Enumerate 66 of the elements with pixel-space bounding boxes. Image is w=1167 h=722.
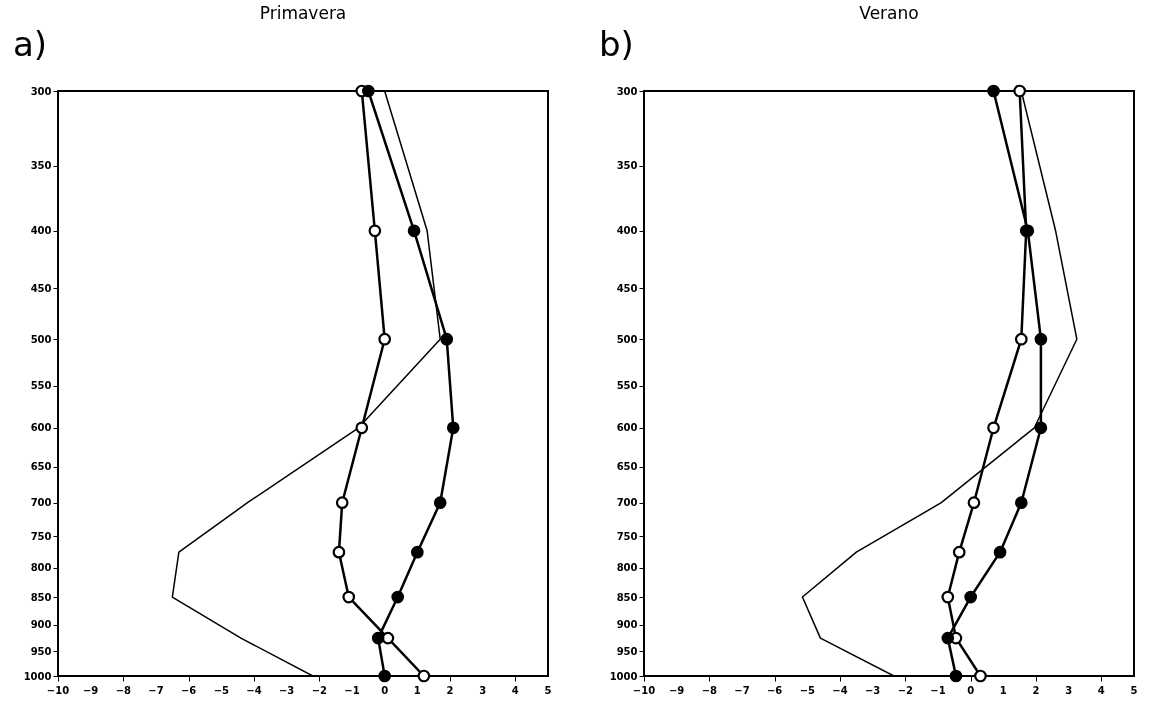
y-tick-label: 550 [616, 380, 638, 392]
y-tick-label: 1000 [609, 670, 638, 682]
y-tick-label: 900 [30, 619, 52, 631]
x-tick-label: 4 [1097, 685, 1105, 696]
y-tick-label: 750 [616, 530, 638, 542]
x-tick-label: 1 [999, 685, 1007, 696]
y-tick-label: 300 [30, 85, 52, 97]
y-tick-label: 500 [30, 333, 52, 345]
x-tick-label: 0 [967, 685, 975, 696]
y-tick-label: 600 [616, 422, 638, 434]
y-tick-label: 450 [616, 282, 638, 294]
chart-subtitle: Verano [859, 3, 919, 23]
x-tick-label: −5 [799, 685, 816, 696]
x-tick-label: −7 [734, 685, 750, 696]
x-tick-label: 5 [1130, 685, 1138, 696]
y-tick-label: 800 [30, 562, 52, 574]
y-tick-label: 700 [616, 497, 638, 509]
y-tick-label: 300 [616, 85, 638, 97]
x-tick-label: 3 [1065, 685, 1073, 696]
x-tick-label: −9 [82, 685, 99, 696]
y-tick-label: 950 [616, 645, 638, 657]
x-tick-label: −9 [668, 685, 685, 696]
x-tick-label: −1 [344, 685, 360, 696]
x-tick-label: −1 [930, 685, 946, 696]
x-tick-label: −6 [180, 685, 197, 696]
x-tick-label: 2 [446, 685, 454, 696]
y-tick-label: 400 [616, 225, 638, 237]
x-tick-label: 3 [479, 685, 487, 696]
x-tick-label: −3 [278, 685, 295, 696]
y-tick-label: 350 [616, 160, 638, 172]
y-tick-label: 500 [616, 333, 638, 345]
x-tick-label: −10 [632, 685, 656, 696]
y-tick-label: 700 [30, 497, 52, 509]
x-tick-label: −2 [311, 685, 328, 696]
x-tick-label: −6 [766, 685, 783, 696]
x-tick-label: −4 [832, 685, 848, 696]
y-tick-label: 900 [616, 619, 638, 631]
y-tick-label: 550 [30, 380, 52, 392]
y-tick-label: 850 [30, 591, 52, 603]
y-tick-label: 950 [30, 645, 52, 657]
x-tick-label: −5 [213, 685, 230, 696]
x-tick-label: 2 [1032, 685, 1040, 696]
x-tick-label: 4 [511, 685, 519, 696]
x-tick-label: −2 [897, 685, 914, 696]
y-tick-label: 400 [30, 225, 52, 237]
x-tick-label: −7 [148, 685, 164, 696]
x-tick-label: −8 [115, 685, 132, 696]
x-tick-label: 5 [544, 685, 552, 696]
chart-title: a) [13, 24, 48, 64]
x-tick-label: 1 [413, 685, 421, 696]
x-tick-label: −4 [246, 685, 262, 696]
x-tick-label: 0 [381, 685, 389, 696]
y-tick-label: 1000 [23, 670, 52, 682]
x-tick-label: −3 [864, 685, 881, 696]
y-tick-label: 800 [616, 562, 638, 574]
y-tick-label: 450 [30, 282, 52, 294]
y-tick-label: 750 [30, 530, 52, 542]
y-tick-label: 850 [616, 591, 638, 603]
chart-title: b) [599, 24, 634, 64]
chart-subtitle: Primavera [259, 3, 347, 23]
y-tick-label: 350 [30, 160, 52, 172]
y-tick-label: 600 [30, 422, 52, 434]
x-tick-label: −10 [46, 685, 70, 696]
y-tick-label: 650 [616, 461, 638, 473]
x-tick-label: −8 [701, 685, 718, 696]
y-tick-label: 650 [30, 461, 52, 473]
